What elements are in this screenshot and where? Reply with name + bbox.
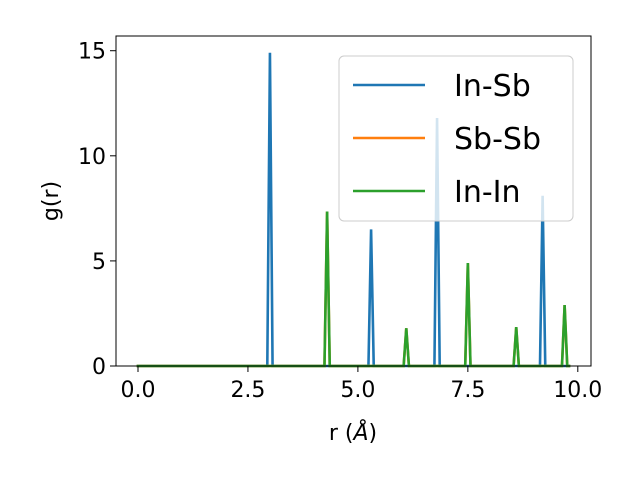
legend-label-in-in: In-In bbox=[454, 175, 521, 210]
legend-box bbox=[338, 55, 574, 222]
series-line-in-in bbox=[136, 211, 571, 368]
x-tick-label: 5.0 bbox=[340, 378, 375, 403]
y-axis-label: g(r) bbox=[39, 181, 64, 221]
y-tick-label: 5 bbox=[92, 250, 106, 275]
x-axis-label-text: r ( bbox=[329, 421, 354, 446]
x-tick-label: 10.0 bbox=[553, 378, 602, 403]
legend-label-sb-sb: Sb-Sb bbox=[454, 122, 541, 157]
x-tick-label: 7.5 bbox=[450, 378, 485, 403]
x-axis-label: r (Å) bbox=[329, 419, 377, 446]
y-tick-label: 10 bbox=[78, 145, 106, 170]
legend: In-Sb Sb-Sb In-In bbox=[338, 55, 574, 222]
legend-label-in-sb: In-Sb bbox=[454, 69, 531, 104]
plot-frame bbox=[115, 35, 592, 367]
x-axis-label-unit: Å bbox=[351, 419, 368, 446]
y-axis: 0 5 10 15 bbox=[78, 40, 116, 380]
x-tick-label: 0.0 bbox=[120, 378, 155, 403]
x-axis-label-close: ) bbox=[369, 421, 378, 446]
y-tick-label: 15 bbox=[78, 40, 106, 65]
x-tick-label: 2.5 bbox=[230, 378, 265, 403]
x-axis: 0.0 2.5 5.0 7.5 10.0 bbox=[120, 366, 602, 403]
series-line-sb-sb bbox=[136, 211, 571, 368]
y-tick-label: 0 bbox=[92, 355, 106, 380]
